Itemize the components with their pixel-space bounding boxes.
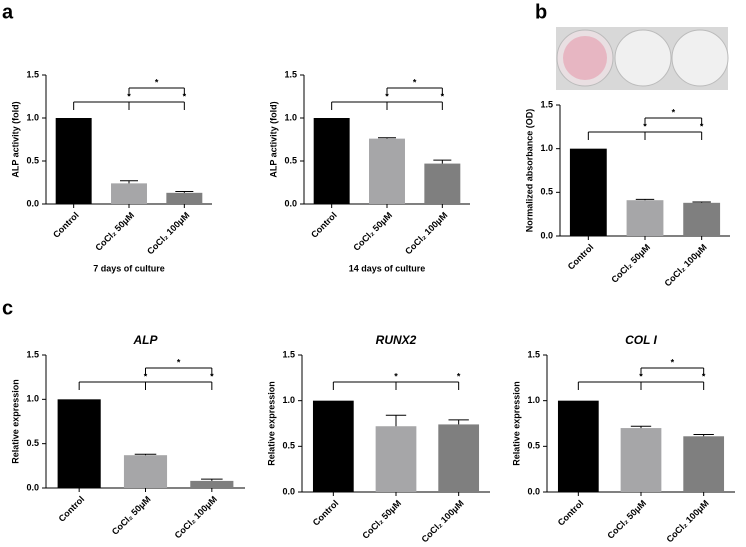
significance-star: * xyxy=(639,371,643,381)
chart-title: ALP xyxy=(133,333,159,347)
y-tick-label: 1.0 xyxy=(527,395,540,405)
plate-photo xyxy=(556,27,729,90)
significance-star: * xyxy=(702,371,706,381)
significance-star: * xyxy=(672,107,676,117)
significance-star: * xyxy=(127,91,131,101)
significance-star: * xyxy=(155,77,159,87)
x-tick-label: CoCl₂ 100μM xyxy=(662,242,708,288)
bar xyxy=(111,183,147,204)
significance-star: * xyxy=(671,357,675,367)
bar xyxy=(569,148,607,236)
x-tick-label: Control xyxy=(556,498,586,528)
bar xyxy=(55,118,92,204)
x-axis-label: 14 days of culture xyxy=(349,263,426,273)
chart: 0.0 0.5 1.0 1.5 Control CoCl₂ 50μM CoCl₂ 100μM… xyxy=(10,333,245,540)
y-axis-label: Relative expression xyxy=(511,381,521,466)
chart: 0.0 0.5 1.0 1.5 Control CoCl₂ 50μM CoCl₂ 100μM… xyxy=(266,333,490,544)
y-tick-label: 1.5 xyxy=(284,69,297,79)
significance-star: * xyxy=(441,91,445,101)
bar xyxy=(313,118,350,204)
y-axis-label: Relative expression xyxy=(10,379,20,464)
x-tick-label: CoCl₂ 50μM xyxy=(609,242,652,285)
significance-star: * xyxy=(210,371,214,381)
bar xyxy=(123,455,168,488)
x-tick-label: CoCl₂ 100μM xyxy=(403,210,449,256)
y-tick-label: 0.0 xyxy=(282,486,295,496)
y-tick-label: 0.0 xyxy=(26,198,39,208)
chart: 0.0 0.5 1.0 1.5 Control CoCl₂ 50μM CoCl₂ 100μM… xyxy=(10,69,212,273)
significance-star: * xyxy=(177,357,181,367)
x-tick-label: CoCl₂ 50μM xyxy=(110,494,153,537)
bar xyxy=(312,400,354,492)
y-tick-label: 1.5 xyxy=(282,349,295,359)
significance-star: * xyxy=(457,371,461,381)
y-tick-label: 1.0 xyxy=(26,112,39,122)
bar xyxy=(375,426,417,492)
y-tick-label: 1.5 xyxy=(527,349,540,359)
bar xyxy=(683,202,721,236)
y-tick-label: 1.5 xyxy=(540,99,553,109)
y-tick-label: 1.0 xyxy=(282,395,295,405)
chart: 0.0 0.5 1.0 1.5 Control CoCl₂ 50μM CoCl₂ 100μM… xyxy=(268,69,470,273)
y-tick-label: 0.5 xyxy=(527,441,540,451)
x-tick-label: Control xyxy=(566,242,596,272)
x-tick-label: Control xyxy=(51,210,81,240)
x-tick-label: CoCl₂ 100μM xyxy=(419,498,465,544)
y-tick-label: 0.5 xyxy=(284,155,297,165)
y-tick-label: 1.5 xyxy=(26,349,39,359)
x-tick-label: Control xyxy=(309,210,339,240)
significance-star: * xyxy=(643,121,647,131)
y-tick-label: 1.0 xyxy=(26,394,39,404)
significance-star: * xyxy=(700,121,704,131)
x-tick-label: CoCl₂ 100μM xyxy=(145,210,191,256)
y-tick-label: 0.0 xyxy=(527,486,540,496)
y-axis-label: ALP activity (fold) xyxy=(10,101,20,177)
y-axis-label: ALP activity (fold) xyxy=(268,101,278,177)
significance-star: * xyxy=(183,91,187,101)
bar xyxy=(683,436,725,492)
x-tick-label: Control xyxy=(57,494,87,524)
panel-label: a xyxy=(2,1,14,23)
chart-title: RUNX2 xyxy=(376,333,417,347)
y-axis-label: Normalized absorbance (OD) xyxy=(524,109,534,233)
y-axis-label: Relative expression xyxy=(266,381,276,466)
y-tick-label: 1.5 xyxy=(26,69,39,79)
significance-star: * xyxy=(144,371,148,381)
y-tick-label: 1.0 xyxy=(540,143,553,153)
x-axis-label: 7 days of culture xyxy=(93,263,165,273)
x-tick-label: Control xyxy=(311,498,341,528)
x-tick-label: CoCl₂ 50μM xyxy=(605,498,648,541)
y-tick-label: 0.0 xyxy=(540,230,553,240)
panel-label: b xyxy=(535,1,547,23)
bar xyxy=(424,163,461,204)
panel-label: c xyxy=(2,297,13,319)
x-tick-label: CoCl₂ 100μM xyxy=(173,494,219,540)
bar xyxy=(166,192,203,204)
x-tick-label: CoCl₂ 50μM xyxy=(360,498,403,541)
bar xyxy=(620,428,662,492)
chart-title: COL I xyxy=(625,333,657,347)
bar xyxy=(190,480,234,488)
x-tick-label: CoCl₂ 50μM xyxy=(351,210,394,253)
y-tick-label: 0.5 xyxy=(540,187,553,197)
y-tick-label: 0.5 xyxy=(282,441,295,451)
x-tick-label: CoCl₂ 100μM xyxy=(664,498,710,544)
chart: 0.0 0.5 1.0 1.5 Control CoCl₂ 50μM CoCl₂ 100μM… xyxy=(511,333,735,544)
bar xyxy=(369,138,405,204)
bar xyxy=(438,424,480,492)
significance-star: * xyxy=(385,91,389,101)
bar xyxy=(57,399,101,488)
x-tick-label: CoCl₂ 50μM xyxy=(93,210,136,253)
y-tick-label: 1.0 xyxy=(284,112,297,122)
y-tick-label: 0.0 xyxy=(26,482,39,492)
bar xyxy=(557,400,599,492)
chart: 0.0 0.5 1.0 1.5 Control CoCl₂ 50μM CoCl₂ 100μM… xyxy=(524,99,730,288)
bar xyxy=(626,200,664,236)
y-tick-label: 0.5 xyxy=(26,155,39,165)
y-tick-label: 0.0 xyxy=(284,198,297,208)
significance-star: * xyxy=(394,371,398,381)
significance-star: * xyxy=(413,77,417,87)
y-tick-label: 0.5 xyxy=(26,438,39,448)
